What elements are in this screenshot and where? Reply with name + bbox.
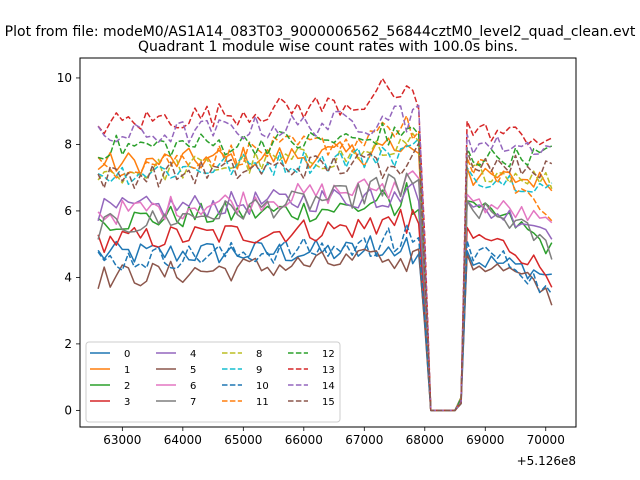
x-tick-label: 64000 (164, 433, 202, 447)
series-lines (97, 77, 553, 412)
legend-label-6: 6 (190, 381, 196, 392)
y-tick-label: 6 (64, 204, 72, 218)
series-line-11 (97, 115, 553, 412)
y-axis-ticks: 0 2 4 6 8 10 (57, 71, 80, 417)
y-tick-label: 4 (64, 270, 72, 284)
x-tick-label: 67000 (345, 433, 383, 447)
series-line-12 (97, 122, 553, 412)
plot-frame (79, 57, 577, 428)
x-axis-offset-label: +5.126e8 (517, 454, 576, 468)
legend-box (85, 341, 341, 423)
series-line-14 (97, 104, 552, 412)
legend-label-3: 3 (124, 397, 130, 408)
y-tick-label: 2 (64, 337, 72, 351)
legend-label-12: 12 (322, 349, 335, 360)
x-tick-label: 70000 (527, 433, 565, 447)
legend-label-11: 11 (256, 397, 269, 408)
chart-title: Quadrant 1 module wise count rates with … (138, 39, 518, 55)
series-line-5 (97, 248, 553, 412)
x-axis-ticks: 63000 64000 65000 66000 67000 68000 69000 70000 (103, 427, 565, 447)
legend-label-2: 2 (124, 381, 130, 392)
x-tick-label: 63000 (103, 433, 141, 447)
legend-label-0: 0 (124, 349, 130, 360)
x-tick-label: 66000 (285, 433, 323, 447)
series-line-10 (97, 223, 553, 412)
legend-label-8: 8 (256, 349, 262, 360)
x-tick-label: 68000 (406, 433, 444, 447)
series-line-3 (97, 208, 553, 412)
series-line-13 (97, 77, 553, 412)
legend-label-1: 1 (124, 365, 130, 376)
y-tick-label: 10 (57, 71, 72, 85)
y-tick-label: 8 (64, 137, 72, 151)
legend-label-14: 14 (322, 381, 335, 392)
legend-label-15: 15 (322, 397, 335, 408)
x-tick-label: 69000 (466, 433, 504, 447)
y-tick-label: 0 (64, 403, 72, 417)
legend-label-7: 7 (190, 397, 196, 408)
legend-label-10: 10 (256, 381, 269, 392)
figure-suptitle: Plot from file: modeM0/AS1A14_083T03_900… (5, 24, 636, 40)
series-line-2 (97, 182, 553, 412)
series-line-7 (97, 172, 553, 412)
series-line-9 (97, 137, 553, 412)
legend-label-4: 4 (190, 349, 196, 360)
series-line-15 (97, 142, 553, 412)
legend-label-5: 5 (190, 365, 196, 376)
x-tick-label: 65000 (224, 433, 262, 447)
series-line-6 (97, 170, 553, 412)
legend-label-13: 13 (322, 365, 335, 376)
legend-label-9: 9 (256, 365, 262, 376)
